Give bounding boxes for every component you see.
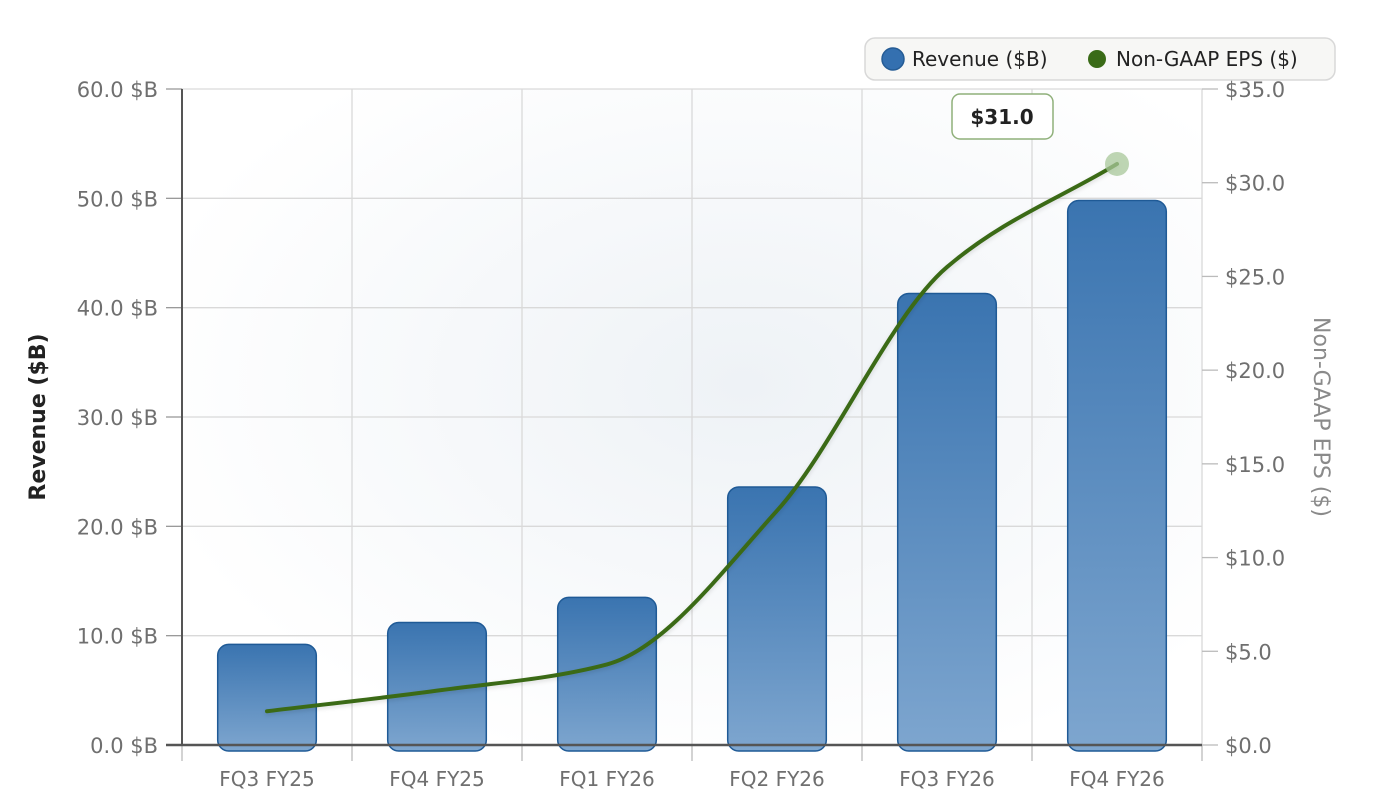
legend-swatch-revenue [881, 47, 905, 71]
y-tick-label-left: 0.0 $B [90, 734, 158, 758]
y-tick-label-right: $10.0 [1225, 547, 1285, 571]
legend-label-eps: Non-GAAP EPS ($) [1116, 47, 1298, 71]
x-tick-label: FQ3 FY25 [219, 767, 315, 791]
y-axis-title-left: Revenue ($B) [26, 333, 51, 500]
legend-swatch-eps [1088, 50, 1106, 68]
eps-line-layer [265, 151, 1129, 714]
revenue-bar[interactable] [896, 292, 998, 752]
y-tick-label-left: 30.0 $B [77, 406, 158, 430]
y-tick-label-right: $35.0 [1225, 78, 1285, 102]
revenue-bar[interactable] [1066, 199, 1168, 752]
y-tick-label-right: $5.0 [1225, 640, 1272, 664]
eps-point-highlight[interactable] [1105, 151, 1129, 176]
revenue-bar[interactable] [216, 643, 318, 752]
tooltip-box [951, 93, 1054, 140]
y-tick-label-right: $30.0 [1225, 172, 1285, 196]
y-tick-label-right: $25.0 [1225, 265, 1285, 289]
legend: Revenue ($B) Non-GAAP EPS ($) [864, 37, 1336, 81]
y-tick-label-left: 40.0 $B [77, 297, 158, 321]
tooltip-value: $31.0 [970, 105, 1033, 129]
revenue-bars [216, 199, 1168, 752]
y-tick-label-right: $15.0 [1225, 453, 1285, 477]
x-tick-label: FQ3 FY26 [899, 767, 995, 791]
y-tick-label-right: $0.0 [1225, 734, 1272, 758]
gridlines [182, 88, 1203, 746]
eps-tooltip: $31.0 [951, 93, 1054, 140]
legend-label-revenue: Revenue ($B) [912, 47, 1048, 71]
y-axis-title-right: Non-GAAP EPS ($) [1308, 317, 1333, 517]
y-tick-label-left: 50.0 $B [77, 187, 158, 211]
x-tick-label: FQ2 FY26 [729, 767, 825, 791]
x-tick-label: FQ4 FY26 [1069, 767, 1165, 791]
eps-line[interactable] [265, 161, 1119, 714]
x-tick-label: FQ4 FY25 [389, 767, 485, 791]
revenue-bar[interactable] [386, 621, 488, 752]
y-tick-label-left: 60.0 $B [77, 78, 158, 102]
x-tick-label: FQ1 FY26 [559, 767, 655, 791]
axes [166, 88, 1218, 761]
y-tick-label-left: 10.0 $B [77, 625, 158, 649]
y-tick-label-right: $20.0 [1225, 359, 1285, 383]
y-tick-label-left: 20.0 $B [77, 515, 158, 539]
revenue-bar[interactable] [726, 486, 828, 752]
tick-labels: 0.0 $B 10.0 $B 20.0 $B 30.0 $B 40.0 $B 50.0 $… [77, 78, 1285, 791]
